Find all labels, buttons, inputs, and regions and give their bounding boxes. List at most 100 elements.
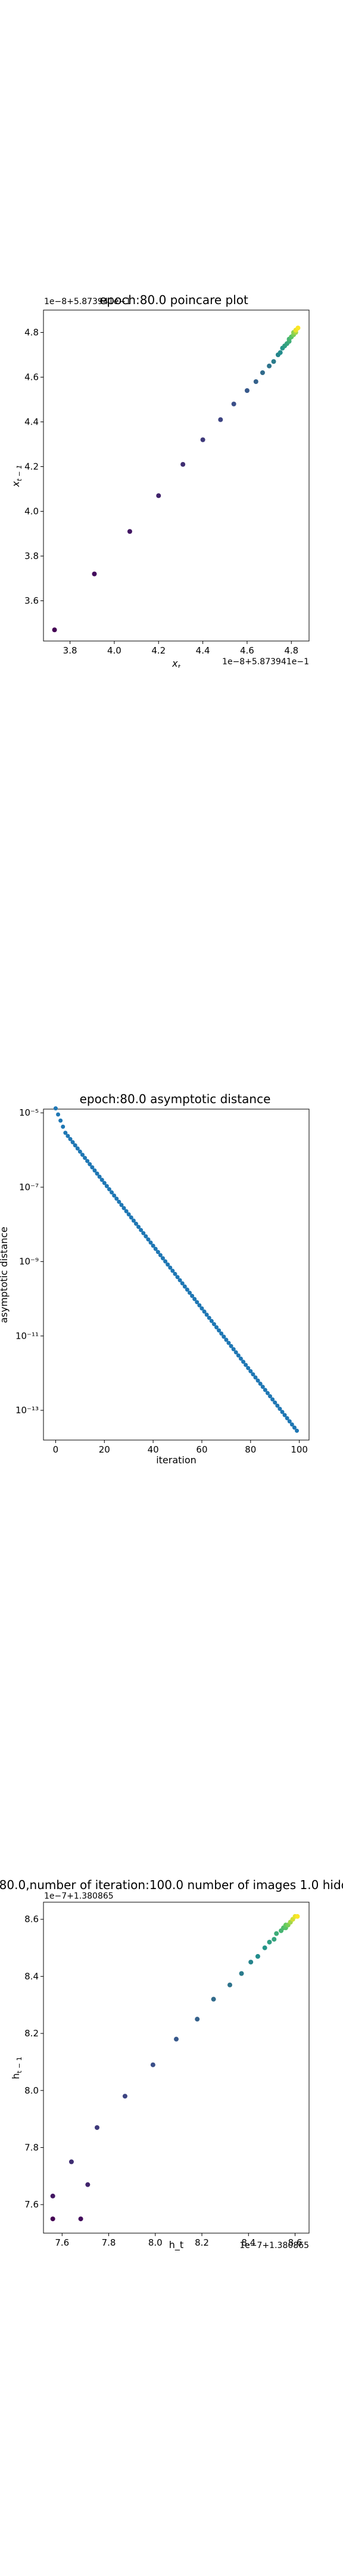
data-point — [95, 1171, 99, 1176]
data-point — [231, 1347, 236, 1352]
data-point — [180, 462, 186, 467]
x-tick-label: 7.6 — [55, 2237, 69, 2248]
data-point — [114, 1196, 119, 1201]
data-points — [50, 1914, 300, 2222]
data-point — [163, 1259, 168, 1264]
data-point — [229, 1343, 233, 1348]
x-tick-label: 20 — [99, 1444, 110, 1455]
x-tick-label: 60 — [196, 1444, 207, 1455]
data-point — [112, 1193, 117, 1198]
x-axis-label: h_t — [169, 2239, 183, 2251]
data-point — [275, 1403, 280, 1408]
x-tick-label: 100 — [291, 1444, 308, 1455]
data-point — [226, 1340, 231, 1345]
data-point — [236, 1353, 241, 1358]
data-point — [133, 1221, 138, 1226]
data-point — [92, 571, 97, 577]
data-point — [85, 1159, 90, 1163]
asymptotic-distance-chart: epoch:80.0 asymptotic distance 10⁻⁵ 10⁻⁷ 1… — [0, 1092, 310, 1466]
data-point — [180, 1281, 185, 1286]
data-point — [263, 1388, 267, 1392]
x-tick-label: 80 — [245, 1444, 256, 1455]
x-tick-label: 8.4 — [241, 2237, 255, 2248]
data-point — [78, 2216, 83, 2222]
data-point — [104, 1184, 109, 1188]
x-tick-label: 8.0 — [148, 2237, 163, 2248]
data-point — [85, 2182, 91, 2187]
data-point — [150, 2062, 155, 2067]
data-point — [136, 1225, 141, 1230]
poincare-chart: 1e−8+5.873941e−1 epoch:80.0 poincare plo… — [10, 293, 310, 668]
data-point — [214, 1325, 219, 1330]
y-axis-label: asymptotic distance — [0, 1227, 10, 1323]
data-point — [282, 1413, 287, 1417]
data-point — [151, 1243, 155, 1248]
data-point — [124, 1209, 129, 1213]
data-point — [233, 1350, 238, 1355]
data-point — [155, 1250, 160, 1255]
data-point — [110, 1190, 114, 1195]
y-tick-label: 3.8 — [24, 551, 39, 562]
y-tick-label: 10⁻⁷ — [19, 1182, 39, 1193]
data-point — [73, 1143, 77, 1148]
data-point — [204, 1312, 209, 1317]
x-tick-label: 0 — [53, 1444, 59, 1455]
data-point — [253, 1375, 258, 1380]
chart-title: epoch:80.0 poincare plot — [99, 293, 248, 307]
data-point — [248, 1368, 253, 1373]
data-point — [222, 1335, 226, 1339]
data-point — [175, 1275, 180, 1280]
x-axis-ticks: 0 20 40 60 80 100 — [53, 1440, 308, 1455]
data-point — [68, 1137, 73, 1141]
data-point — [238, 1356, 243, 1361]
y-axis-ticks: 10⁻⁵ 10⁻⁷ 10⁻⁹ 10⁻¹¹ 10⁻¹³ — [15, 1107, 43, 1416]
data-point — [131, 1218, 136, 1223]
data-point — [185, 1287, 189, 1292]
data-point — [224, 1337, 229, 1342]
data-point — [287, 1419, 292, 1424]
y-tick-label: 4.6 — [24, 372, 39, 383]
data-point — [173, 1271, 177, 1276]
data-point — [102, 1181, 107, 1185]
y-tick-label: 4.4 — [24, 417, 39, 428]
data-point — [277, 1407, 282, 1411]
y-tick-label: 3.6 — [24, 596, 39, 606]
y-tick-label: 8.4 — [24, 1971, 39, 1981]
data-point — [119, 1203, 124, 1208]
data-point — [58, 1118, 63, 1123]
data-point — [258, 1382, 263, 1386]
data-point — [90, 1165, 95, 1170]
data-point — [244, 1363, 248, 1367]
y-axis-label: xt − 1 — [10, 465, 23, 488]
chart-title: 80.0,number of iteration:100.0 number of… — [0, 1878, 343, 1892]
data-point — [63, 1131, 68, 1135]
data-point — [202, 1309, 207, 1314]
data-point — [207, 1315, 211, 1320]
data-point — [70, 1140, 75, 1145]
data-point — [253, 379, 258, 384]
y-axis-ticks: 7.6 7.8 8.0 8.2 8.4 8.6 — [24, 1914, 43, 2210]
x-tick-label: 4.2 — [151, 645, 166, 656]
data-point — [199, 1306, 204, 1311]
data-point — [270, 1397, 275, 1402]
data-point — [277, 350, 283, 355]
y-tick-label: 8.0 — [24, 2085, 39, 2096]
data-point — [52, 627, 57, 633]
data-point — [139, 1228, 144, 1233]
x-axis-ticks: 3.8 4.0 4.2 4.4 4.6 4.8 — [63, 641, 298, 656]
data-point — [97, 1174, 102, 1179]
chart-title: epoch:80.0 asymptotic distance — [80, 1092, 271, 1106]
x-tick-label: 40 — [148, 1444, 159, 1455]
data-point — [295, 1428, 300, 1433]
data-point — [295, 1914, 300, 1919]
data-point — [182, 1284, 187, 1289]
data-point — [200, 437, 205, 442]
data-point — [160, 1256, 165, 1261]
x-tick-label: 7.8 — [102, 2237, 116, 2248]
y-tick-label: 10⁻⁵ — [19, 1107, 39, 1118]
data-points — [53, 1106, 300, 1433]
data-point — [141, 1231, 146, 1236]
x-tick-label: 3.8 — [63, 645, 77, 656]
data-point — [99, 1178, 104, 1182]
x-axis-label: iteration — [156, 1454, 197, 1466]
